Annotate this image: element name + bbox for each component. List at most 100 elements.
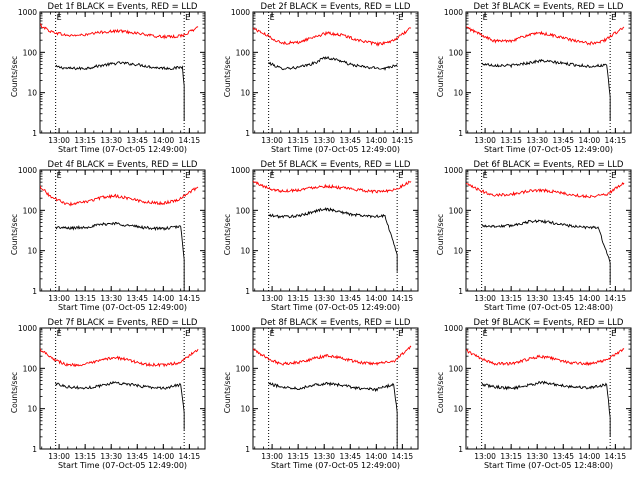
chart-title: Det 4f BLACK = Events, RED = LLD bbox=[48, 160, 198, 170]
chart-panel-3: Det 3f BLACK = Events, RED = LLD 1 10 100 10… bbox=[436, 2, 632, 154]
series-line-events bbox=[55, 61, 185, 121]
x-tick-label: 13:15 bbox=[500, 294, 522, 303]
y-axis-label: Counts/sec bbox=[10, 214, 19, 255]
x-tick-label: 13:15 bbox=[74, 452, 96, 461]
x-tick-label: 14:00 bbox=[579, 452, 601, 461]
y-tick-label: 100 bbox=[449, 364, 464, 373]
y-tick-label: 1000 bbox=[444, 324, 463, 333]
series-line-events bbox=[55, 380, 185, 430]
series-line-lld bbox=[466, 26, 625, 46]
x-axis-label: Start Time (07-Oct-05 12:49:00) bbox=[271, 461, 400, 470]
y-axis-label: Counts/sec bbox=[10, 56, 19, 97]
x-tick-label: 13:15 bbox=[74, 136, 96, 145]
chart-panel-1: Det 1f BLACK = Events, RED = LLD 1 10 100 10… bbox=[10, 2, 206, 154]
plot-frame bbox=[252, 169, 419, 292]
x-tick-label: 13:00 bbox=[48, 452, 70, 461]
x-tick-label: 14:15 bbox=[179, 452, 201, 461]
y-tick-label: 1 bbox=[458, 445, 463, 454]
y-tick-label: 100 bbox=[449, 206, 464, 215]
event-marker-letter: E bbox=[398, 171, 403, 180]
x-tick-label: 14:15 bbox=[179, 294, 201, 303]
x-axis-label: Start Time (07-Oct-05 12:48:00) bbox=[484, 461, 613, 470]
x-tick-label: 13:00 bbox=[261, 294, 283, 303]
x-tick-label: 13:30 bbox=[313, 452, 335, 461]
y-tick-label: 10 bbox=[27, 405, 37, 414]
event-marker-letter: E bbox=[611, 329, 616, 338]
event-marker-letter: E bbox=[185, 329, 190, 338]
x-axis-label: Start Time (07-Oct-05 12:49:00) bbox=[271, 303, 400, 312]
event-marker-letter: E bbox=[611, 13, 616, 22]
y-axis-label: Counts/sec bbox=[436, 372, 445, 413]
plot-frame bbox=[252, 11, 419, 134]
y-tick-label: 100 bbox=[449, 48, 464, 57]
y-tick-label: 1000 bbox=[18, 166, 37, 175]
plot-frame bbox=[39, 169, 206, 292]
event-marker-letter: E bbox=[611, 171, 616, 180]
x-tick-label: 13:30 bbox=[526, 452, 548, 461]
y-tick-label: 10 bbox=[453, 247, 463, 256]
x-tick-label: 13:45 bbox=[339, 136, 361, 145]
x-tick-label: 13:00 bbox=[474, 136, 496, 145]
chart-panel-8: Det 8f BLACK = Events, RED = LLD 1 10 100 10… bbox=[223, 318, 419, 470]
x-tick-label: 14:00 bbox=[366, 452, 388, 461]
series-line-lld bbox=[466, 347, 625, 367]
x-tick-label: 13:45 bbox=[126, 452, 148, 461]
y-axis-label: Counts/sec bbox=[223, 56, 232, 97]
x-tick-label: 13:30 bbox=[100, 452, 122, 461]
y-tick-label: 100 bbox=[23, 364, 38, 373]
y-tick-label: 1 bbox=[245, 445, 250, 454]
plot-frame bbox=[465, 11, 632, 134]
x-tick-label: 13:00 bbox=[261, 136, 283, 145]
y-tick-label: 1000 bbox=[231, 324, 250, 333]
plot-frame bbox=[465, 327, 632, 450]
y-tick-label: 1 bbox=[245, 129, 250, 138]
chart-title: Det 5f BLACK = Events, RED = LLD bbox=[261, 160, 411, 170]
y-tick-label: 1000 bbox=[231, 8, 250, 17]
x-tick-label: 13:30 bbox=[100, 294, 122, 303]
x-tick-label: 13:30 bbox=[313, 294, 335, 303]
x-axis-label: Start Time (07-Oct-05 12:49:00) bbox=[58, 461, 187, 470]
x-tick-label: 13:30 bbox=[526, 294, 548, 303]
series-line-lld bbox=[40, 185, 199, 207]
series-line-events bbox=[481, 380, 611, 437]
x-tick-label: 13:45 bbox=[339, 294, 361, 303]
x-axis-label: Start Time (07-Oct-05 12:49:00) bbox=[58, 303, 187, 312]
event-marker-letter: E bbox=[57, 329, 62, 338]
x-tick-label: 13:45 bbox=[552, 136, 574, 145]
y-tick-label: 1000 bbox=[18, 324, 37, 333]
y-tick-label: 100 bbox=[23, 206, 38, 215]
x-tick-label: 14:15 bbox=[392, 136, 414, 145]
y-tick-label: 10 bbox=[27, 89, 37, 98]
series-line-lld bbox=[253, 180, 412, 194]
chart-panel-7: Det 7f BLACK = Events, RED = LLD 1 10 100 10… bbox=[10, 318, 206, 470]
event-marker-letter: E bbox=[398, 13, 403, 22]
y-tick-label: 1 bbox=[32, 129, 37, 138]
x-tick-label: 14:00 bbox=[579, 294, 601, 303]
x-tick-label: 14:15 bbox=[605, 294, 627, 303]
y-tick-label: 10 bbox=[240, 405, 250, 414]
chart-title: Det 3f BLACK = Events, RED = LLD bbox=[474, 2, 624, 12]
x-tick-label: 13:45 bbox=[339, 452, 361, 461]
x-tick-label: 14:15 bbox=[605, 136, 627, 145]
x-tick-label: 13:45 bbox=[552, 294, 574, 303]
x-tick-label: 13:00 bbox=[48, 136, 70, 145]
series-line-lld bbox=[253, 27, 412, 47]
y-axis-label: Counts/sec bbox=[436, 56, 445, 97]
event-marker-letter: E bbox=[483, 329, 488, 338]
x-tick-label: 14:15 bbox=[605, 452, 627, 461]
x-tick-label: 14:00 bbox=[579, 136, 601, 145]
event-marker-letter: E bbox=[483, 171, 488, 180]
chart-panel-9: Det 9f BLACK = Events, RED = LLD 1 10 100 10… bbox=[436, 318, 632, 470]
series-line-events bbox=[268, 55, 398, 71]
y-tick-label: 1000 bbox=[18, 8, 37, 17]
y-tick-label: 10 bbox=[453, 89, 463, 98]
chart-panel-6: Det 6f BLACK = Events, RED = LLD 1 10 100 10… bbox=[436, 160, 632, 312]
series-line-events bbox=[268, 206, 398, 272]
event-marker-letter: E bbox=[57, 171, 62, 180]
chart-title: Det 9f BLACK = Events, RED = LLD bbox=[474, 318, 624, 328]
x-tick-label: 14:00 bbox=[153, 136, 175, 145]
series-line-lld bbox=[253, 345, 412, 366]
series-line-events bbox=[268, 381, 398, 449]
y-axis-label: Counts/sec bbox=[223, 214, 232, 255]
x-tick-label: 13:45 bbox=[126, 294, 148, 303]
